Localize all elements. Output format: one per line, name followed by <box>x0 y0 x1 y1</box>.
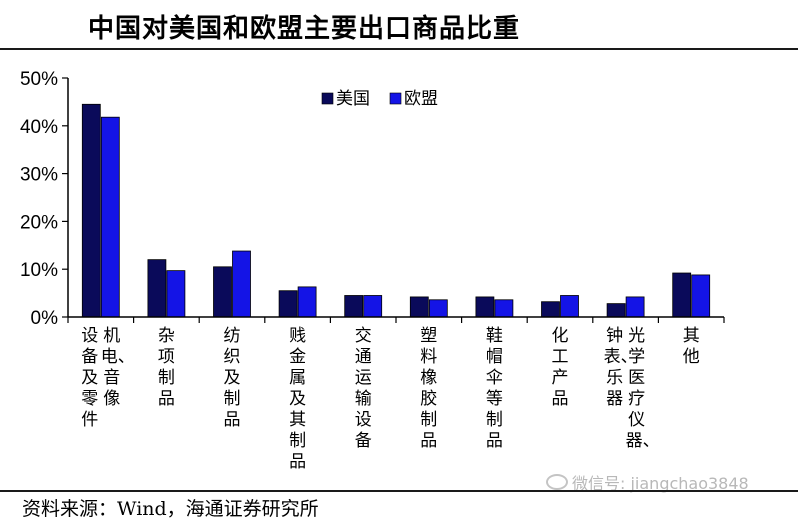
legend-label-0: 美国 <box>336 89 370 109</box>
x-axis <box>67 316 725 323</box>
x-tick-label: 设备及零件 <box>81 326 99 430</box>
x-tick-label: 纺织及制品 <box>223 326 241 430</box>
bars <box>81 103 711 318</box>
x-tick-label: 钟表、乐器 <box>603 326 638 409</box>
y-axis: 0% 10% 20% 30% 40% 50% <box>20 69 69 329</box>
x-tick-label: 塑料橡胶制品 <box>420 326 438 451</box>
bar-eu-1 <box>166 270 186 318</box>
x-tick-label: 鞋帽伞等制品 <box>485 326 503 451</box>
bar-us-5 <box>409 296 429 318</box>
bar-eu-5 <box>428 299 448 318</box>
y-tick-label: 30% <box>20 165 58 186</box>
bar-us-3 <box>278 290 298 318</box>
legend-swatch-1 <box>389 92 402 105</box>
bar-us-4 <box>344 295 364 318</box>
y-tick-label: 0% <box>31 308 59 329</box>
x-tick-label: 贱金属及其制品 <box>289 326 307 472</box>
y-tick-label: 10% <box>20 260 58 281</box>
y-tick-label: 20% <box>20 212 58 233</box>
bar-eu-3 <box>297 286 317 318</box>
title-divider <box>0 48 798 50</box>
x-tick-label: 其他 <box>682 326 700 367</box>
footer-divider <box>0 490 798 492</box>
bar-eu-4 <box>363 295 383 318</box>
bar-eu-8 <box>625 296 645 318</box>
bar-us-7 <box>541 301 560 318</box>
x-tick-label: 化工产品 <box>551 326 569 409</box>
legend: 美国 欧盟 <box>321 89 438 109</box>
bar-us-9 <box>672 272 692 318</box>
bar-eu-2 <box>232 250 251 318</box>
bar-us-8 <box>606 303 626 318</box>
x-tick-label: 交通运输设备 <box>354 326 372 451</box>
page-title: 中国对美国和欧盟主要出口商品比重 <box>88 14 521 44</box>
bar-eu-7 <box>560 295 579 318</box>
bar-us-0 <box>81 103 101 318</box>
legend-swatch-0 <box>321 92 334 105</box>
watermark-text: 微信号: jiangchao3848 <box>572 474 749 493</box>
watermark: 微信号: jiangchao3848 <box>546 470 749 494</box>
bar-eu-0 <box>100 116 120 318</box>
bar-eu-9 <box>691 274 711 318</box>
bar-eu-6 <box>494 299 514 318</box>
bar-us-1 <box>147 259 167 318</box>
bar-us-6 <box>475 296 495 318</box>
y-tick-label: 50% <box>20 69 58 90</box>
bar-us-2 <box>213 266 232 318</box>
x-tick-label: 光学医疗仪器、 <box>625 326 660 451</box>
x-tick-label: 机电、音像 <box>100 326 135 409</box>
source-note: 资料来源：Wind，海通证券研究所 <box>22 498 319 520</box>
y-tick-label: 40% <box>20 117 58 138</box>
legend-label-1: 欧盟 <box>404 89 438 109</box>
x-tick-label: 杂项制品 <box>157 326 175 409</box>
wechat-icon <box>546 474 568 490</box>
